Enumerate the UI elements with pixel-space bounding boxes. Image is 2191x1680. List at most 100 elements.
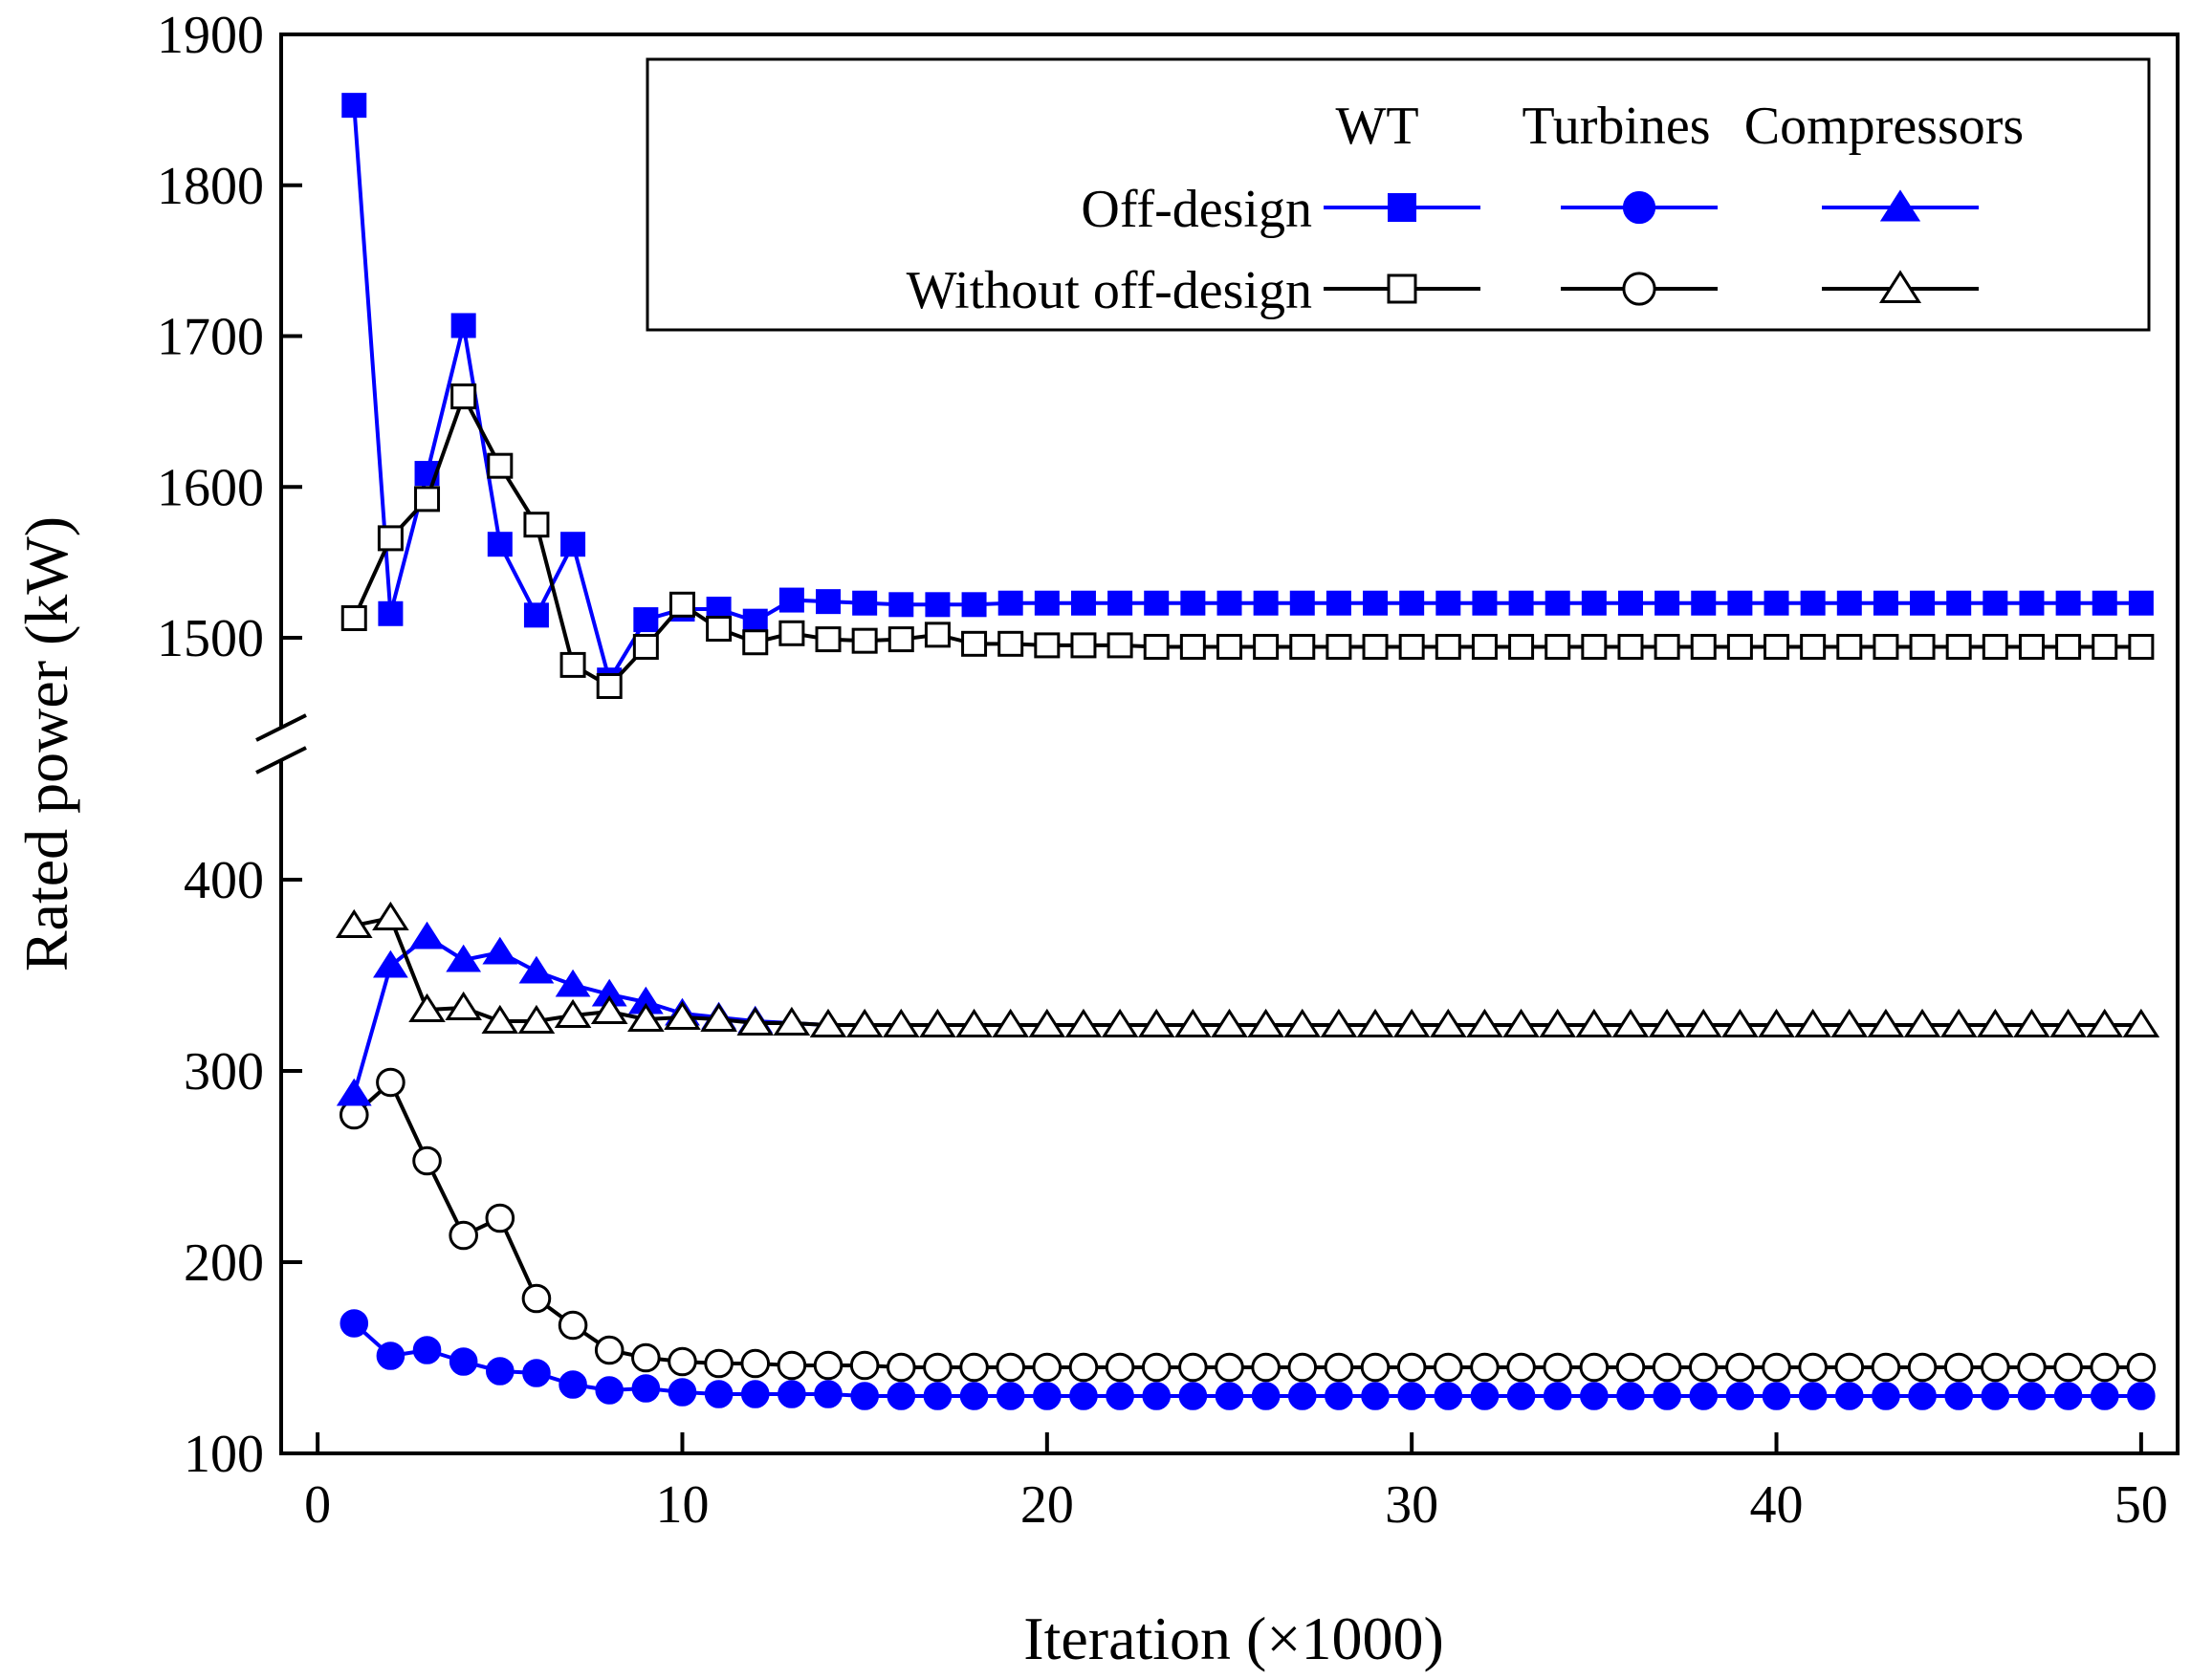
axis-ticks: 0 10 20 30 40 50 1500 1600 1700 1800 1900 100 200 300… bbox=[157, 6, 2168, 1535]
data-point-wt-without-off-design bbox=[1909, 633, 1936, 660]
data-point-compressors-without-off-design bbox=[1758, 1008, 1795, 1038]
data-point-compressors-without-off-design bbox=[1830, 1008, 1869, 1038]
data-point-turbines-without-off-design bbox=[1470, 1352, 1500, 1383]
data-point-compressors-without-off-design bbox=[955, 1008, 993, 1038]
data-point-compressors-without-off-design bbox=[1721, 1008, 1759, 1038]
data-point-turbines-off-design bbox=[1069, 1382, 1098, 1410]
data-point-turbines-off-design bbox=[1142, 1382, 1172, 1410]
data-point-wt-without-off-design bbox=[1289, 633, 1316, 660]
data-point-wt-without-off-design bbox=[340, 605, 367, 632]
data-point-wt-off-design bbox=[1144, 590, 1170, 616]
data-point-turbines-without-off-design bbox=[631, 1342, 661, 1373]
series-turbines-without-off-design bbox=[339, 1067, 2157, 1383]
data-point-turbines-off-design bbox=[1689, 1382, 1719, 1410]
series-compressors-without-off-design bbox=[335, 901, 2160, 1038]
data-point-turbines-without-off-design bbox=[1543, 1352, 1573, 1383]
data-point-compressors-off-design bbox=[555, 969, 591, 997]
data-point-turbines-off-design bbox=[1944, 1382, 1973, 1410]
data-point-wt-without-off-design bbox=[1545, 633, 1571, 660]
data-point-turbines-without-off-design bbox=[2090, 1352, 2120, 1383]
data-point-wt-without-off-design bbox=[1800, 633, 1827, 660]
data-point-turbines-without-off-design bbox=[1105, 1352, 1135, 1383]
x-tick-label: 50 bbox=[2114, 1475, 2168, 1535]
x-axis-title: Iteration (×1000) bbox=[1023, 1604, 1444, 1672]
data-point-wt-without-off-design bbox=[997, 630, 1024, 657]
data-point-turbines-without-off-design bbox=[1324, 1352, 1354, 1383]
data-point-compressors-without-off-design bbox=[517, 1004, 556, 1035]
data-point-wt-off-design bbox=[1216, 590, 1242, 616]
data-point-wt-without-off-design bbox=[1654, 633, 1680, 660]
data-point-turbines-off-design bbox=[340, 1309, 369, 1338]
data-point-wt-off-design bbox=[1727, 590, 1753, 616]
data-point-turbines-off-design bbox=[923, 1382, 953, 1410]
data-point-wt-off-design bbox=[341, 93, 367, 119]
data-point-turbines-without-off-design bbox=[1506, 1352, 1536, 1383]
y-tick-label: 300 bbox=[184, 1042, 264, 1102]
data-point-compressors-without-off-design bbox=[1684, 1008, 1722, 1038]
data-point-turbines-without-off-design bbox=[959, 1352, 989, 1383]
data-point-wt-without-off-design bbox=[924, 622, 951, 648]
data-point-wt-without-off-design bbox=[414, 486, 441, 513]
data-point-compressors-off-design bbox=[373, 949, 408, 978]
data-point-wt-without-off-design bbox=[487, 452, 514, 479]
data-point-wt-off-design bbox=[1180, 590, 1206, 616]
data-point-compressors-without-off-design bbox=[1211, 1008, 1248, 1038]
data-point-wt-off-design bbox=[1326, 590, 1351, 616]
data-point-compressors-without-off-design bbox=[2049, 1008, 2087, 1038]
series-wt-off-design bbox=[341, 93, 2154, 693]
data-point-turbines-without-off-design bbox=[777, 1350, 807, 1381]
legend-marker-wt-off-design bbox=[1388, 193, 1416, 222]
series-line-compressors-without-off-design bbox=[353, 915, 2141, 1027]
data-point-turbines-off-design bbox=[559, 1370, 587, 1399]
data-point-turbines-without-off-design bbox=[1688, 1352, 1719, 1383]
data-point-turbines-off-design bbox=[2053, 1382, 2083, 1410]
data-point-wt-off-design bbox=[1873, 590, 1898, 616]
data-point-compressors-without-off-design bbox=[1466, 1008, 1503, 1038]
data-point-wt-off-design bbox=[1764, 590, 1789, 616]
data-point-wt-without-off-design bbox=[1216, 633, 1242, 660]
data-point-wt-without-off-design bbox=[1764, 633, 1790, 660]
y-axis-title: Rated power (kW) bbox=[12, 516, 80, 971]
data-point-wt-without-off-design bbox=[1435, 633, 1461, 660]
data-point-compressors-without-off-design bbox=[1101, 1008, 1139, 1038]
data-point-turbines-without-off-design bbox=[1615, 1352, 1646, 1383]
data-point-wt-without-off-design bbox=[2128, 633, 2155, 660]
data-point-turbines-without-off-design bbox=[594, 1335, 624, 1365]
data-point-compressors-without-off-design bbox=[1502, 1008, 1540, 1038]
data-point-compressors-without-off-design bbox=[1867, 1008, 1905, 1038]
data-point-turbines-without-off-design bbox=[1943, 1352, 1974, 1383]
legend-header-turbines: Turbines bbox=[1522, 97, 1710, 156]
data-point-wt-without-off-design bbox=[706, 616, 733, 643]
data-point-wt-without-off-design bbox=[1253, 633, 1280, 660]
series-layer bbox=[335, 93, 2160, 1410]
data-point-turbines-off-design bbox=[1287, 1382, 1317, 1410]
data-point-turbines-off-design bbox=[668, 1378, 697, 1407]
data-point-wt-without-off-design bbox=[2018, 633, 2045, 660]
data-point-wt-without-off-design bbox=[887, 626, 914, 653]
data-point-turbines-off-design bbox=[1653, 1382, 1681, 1410]
data-point-turbines-without-off-design bbox=[521, 1283, 552, 1314]
data-point-compressors-without-off-design bbox=[1539, 1008, 1577, 1038]
data-point-compressors-without-off-design bbox=[2086, 1008, 2124, 1038]
data-point-turbines-off-design bbox=[850, 1382, 879, 1410]
data-point-turbines-off-design bbox=[959, 1382, 989, 1410]
data-point-wt-off-design bbox=[2128, 590, 2154, 616]
legend: WT Turbines Compressors Off-design Witho… bbox=[646, 57, 2151, 332]
data-point-turbines-off-design bbox=[1251, 1382, 1281, 1410]
data-point-wt-off-design bbox=[1617, 590, 1643, 616]
data-point-turbines-off-design bbox=[1106, 1382, 1134, 1410]
data-point-wt-off-design bbox=[1472, 590, 1498, 616]
data-point-turbines-without-off-design bbox=[849, 1350, 880, 1381]
legend-marker-wt-without-off-design bbox=[1387, 273, 1417, 304]
data-point-turbines-without-off-design bbox=[485, 1203, 515, 1233]
data-point-compressors-without-off-design bbox=[445, 991, 482, 1021]
data-point-turbines-without-off-design bbox=[1396, 1352, 1427, 1383]
x-tick-label: 40 bbox=[1750, 1475, 1804, 1535]
data-point-wt-without-off-design bbox=[2055, 633, 2082, 660]
data-point-compressors-without-off-design bbox=[590, 994, 628, 1025]
data-point-turbines-without-off-design bbox=[2017, 1352, 2047, 1383]
data-point-turbines-off-design bbox=[740, 1380, 770, 1408]
data-point-wt-off-design bbox=[1363, 590, 1389, 616]
data-point-wt-without-off-design bbox=[1179, 633, 1206, 660]
data-point-compressors-without-off-design bbox=[2013, 1008, 2050, 1038]
